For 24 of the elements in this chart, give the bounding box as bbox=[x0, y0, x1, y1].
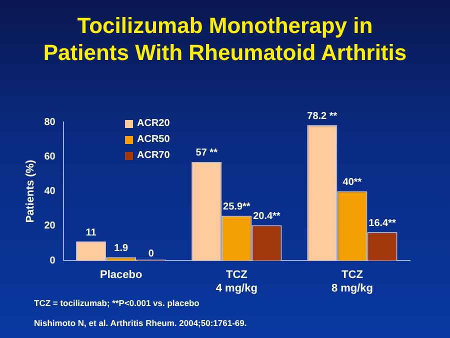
data-label: 16.4** bbox=[368, 218, 396, 229]
chart-title: Tocilizumab Monotherapy in Patients With Rheumatoid Arthritis bbox=[42, 12, 408, 66]
text: TCZ = tocilizumab; **P<0.001 vs. placebo bbox=[34, 298, 200, 308]
data-label: 57 ** bbox=[196, 148, 218, 159]
y-tick-label: 40 bbox=[44, 186, 56, 198]
x-tick-label: TCZ 8 mg/kg bbox=[331, 269, 374, 294]
legend-label: ACR20 bbox=[137, 118, 170, 129]
data-label: 78.2 ** bbox=[307, 110, 338, 122]
legend-label: ACR70 bbox=[137, 150, 170, 161]
y-tick-label: 80 bbox=[44, 116, 56, 128]
x-tick-label: TCZ 4 mg/kg bbox=[216, 269, 258, 294]
data-label: 40** bbox=[342, 177, 362, 188]
data-label: 1.9 bbox=[114, 243, 128, 254]
y-tick-label: 20 bbox=[44, 220, 56, 232]
data-label: 25.9** bbox=[223, 201, 250, 212]
x-tick-label: Placebo bbox=[100, 269, 142, 282]
legend-label: ACR50 bbox=[137, 134, 170, 145]
data-label: 11 bbox=[86, 227, 97, 238]
y-tick-label: 0 bbox=[50, 255, 56, 266]
y-axis-title: Patients (%) bbox=[24, 159, 37, 223]
data-label: 20.4** bbox=[253, 211, 280, 222]
data-label: 0 bbox=[148, 248, 154, 260]
y-tick-label: 60 bbox=[44, 151, 56, 162]
text: Nishimoto N, et al. Arthritis Rheum. 2004;50:1761-69. bbox=[34, 318, 247, 328]
